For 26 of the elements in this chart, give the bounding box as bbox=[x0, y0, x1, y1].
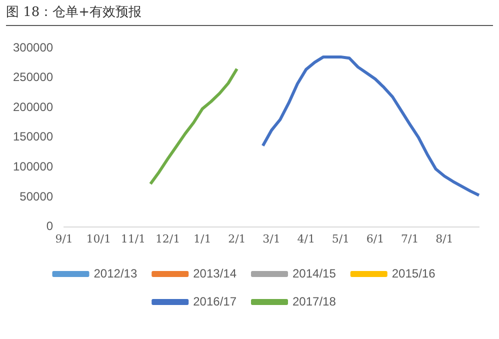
y-tick-label: 150000 bbox=[12, 130, 54, 144]
y-tick-label: 200000 bbox=[12, 100, 54, 114]
x-tick-label: 6/1 bbox=[366, 232, 384, 246]
y-tick-label: 250000 bbox=[12, 70, 54, 84]
x-tick-label: 8/1 bbox=[436, 232, 454, 246]
x-tick-label: 9/1 bbox=[55, 232, 73, 246]
legend-label: 2015/16 bbox=[392, 266, 436, 280]
chart-title: 图 18：仓单+有效预报 bbox=[6, 3, 493, 26]
y-tick-label: 0 bbox=[46, 219, 54, 234]
x-tick-label: 10/1 bbox=[86, 232, 111, 246]
legend-label: 2017/18 bbox=[292, 294, 336, 308]
x-tick-label: 7/1 bbox=[400, 232, 419, 246]
x-tick-label: 11/1 bbox=[120, 232, 146, 246]
x-tick-label: 1/1 bbox=[194, 232, 212, 246]
legend-label: 2012/13 bbox=[94, 266, 138, 280]
y-tick-label: 300000 bbox=[12, 40, 54, 54]
x-tick-label: 12/1 bbox=[155, 232, 180, 246]
legend-label: 2016/17 bbox=[193, 294, 237, 308]
legend-label: 2014/15 bbox=[292, 266, 336, 280]
x-tick-label: 2/1 bbox=[228, 232, 246, 246]
x-tick-label: 5/1 bbox=[332, 232, 350, 246]
x-tick-label: 4/1 bbox=[297, 232, 315, 246]
y-tick-label: 100000 bbox=[12, 160, 54, 174]
legend-label: 2013/14 bbox=[193, 266, 237, 280]
x-tick-label: 3/1 bbox=[262, 232, 280, 246]
y-tick-label: 50000 bbox=[20, 189, 54, 204]
